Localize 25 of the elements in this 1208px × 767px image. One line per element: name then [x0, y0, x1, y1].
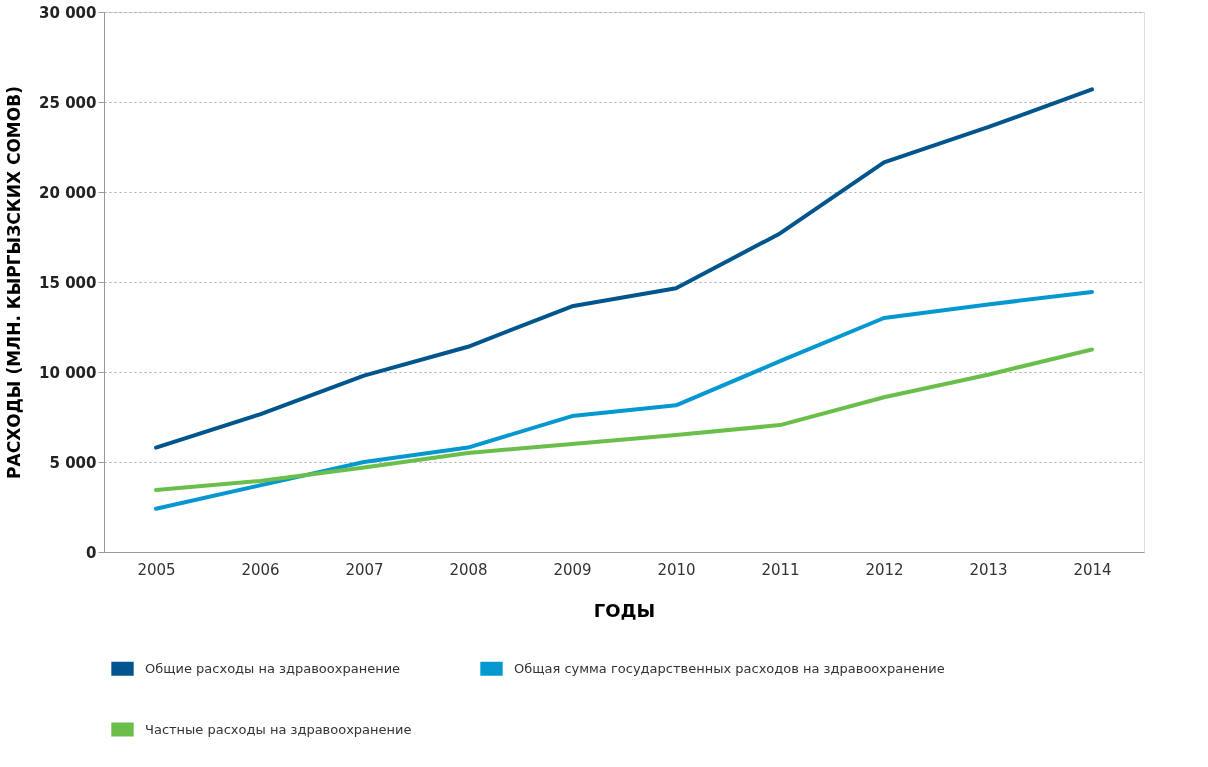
x-tick-label: 2014 — [1073, 560, 1112, 579]
x-tick-label: 2013 — [969, 560, 1008, 579]
x-tick-label: 2010 — [657, 560, 696, 579]
y-tick-label: 20 000 — [39, 183, 97, 202]
y-tick-label: 25 000 — [39, 93, 97, 112]
y-tick-label: 10 000 — [39, 363, 97, 382]
x-tick-label: 2011 — [761, 560, 800, 579]
y-tick-label: 15 000 — [39, 273, 97, 292]
x-tick-label: 2012 — [865, 560, 904, 579]
line-series — [154, 347, 1094, 492]
x-tick-label: 2007 — [345, 560, 384, 579]
line-series — [154, 87, 1094, 450]
y-tick-label: 5 000 — [49, 453, 97, 472]
x-axis-title: ГОДЫ — [593, 599, 656, 621]
y-tick-label: 30 000 — [39, 3, 97, 22]
x-tick-label: 2009 — [553, 560, 592, 579]
y-axis-title: РАСХОДЫ (МЛН. КЫРГЫЗСКИХ СОМОВ) — [4, 86, 25, 479]
line-series — [154, 289, 1094, 511]
legend-label: Частные расходы на здравоохранение — [145, 721, 412, 737]
x-tick-label: 2005 — [137, 560, 176, 579]
legend-label: Общие расходы на здравоохранение — [145, 660, 401, 676]
x-tick-label: 2006 — [241, 560, 280, 579]
y-tick-label: 0 — [86, 543, 97, 562]
x-tick-label: 2008 — [449, 560, 488, 579]
legend-label: Общая сумма государственных расходов на здравоохранение — [514, 660, 945, 676]
